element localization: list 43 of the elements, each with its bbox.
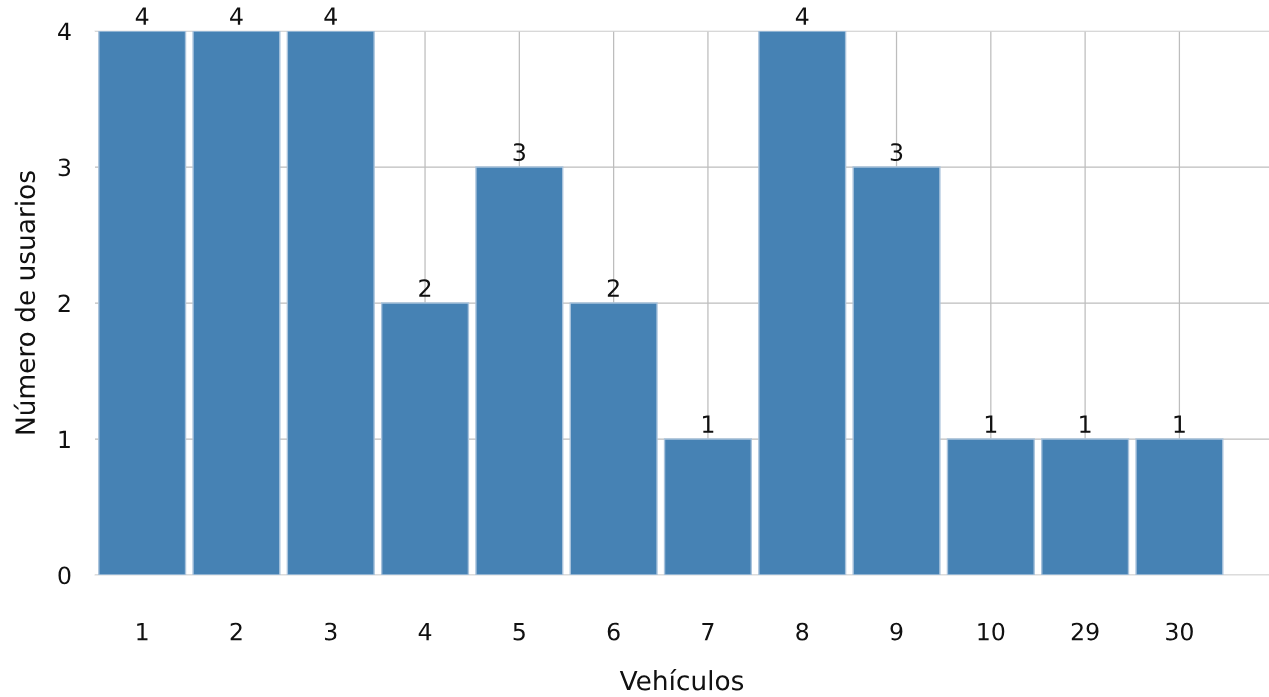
data-label: 1: [1080, 415, 1091, 433]
x-tick-label: 6: [607, 622, 620, 641]
bar: [1135, 438, 1224, 575]
x-tick-label: 2: [230, 622, 242, 641]
data-label: 2: [607, 279, 619, 297]
y-tick-label: 2: [58, 294, 70, 312]
data-label: 1: [985, 415, 997, 433]
y-axis-title: Número de usuarios: [13, 171, 36, 434]
data-label: 3: [513, 143, 525, 162]
data-label: 4: [135, 7, 149, 25]
x-tick-label: 10: [978, 622, 1005, 641]
bar: [946, 438, 1035, 575]
x-tick-label: 8: [796, 622, 809, 641]
bar: [758, 31, 847, 575]
x-tick-label: 3: [325, 622, 337, 641]
x-tick-label: 5: [513, 622, 525, 641]
bar: [1041, 438, 1130, 575]
bar: [852, 166, 941, 575]
data-label: 4: [324, 7, 337, 25]
x-tick-label: 9: [890, 622, 903, 641]
x-tick-label: 7: [702, 622, 714, 641]
data-label: 3: [890, 143, 903, 162]
y-tick-label: 0: [58, 566, 71, 585]
bar: [569, 302, 658, 575]
bar: [380, 302, 470, 575]
y-tick-label: 4: [58, 22, 71, 40]
x-tick-label: 1: [137, 622, 148, 641]
data-label: 4: [230, 7, 243, 25]
x-tick-label: 29: [1071, 622, 1099, 641]
y-tick-label: 1: [59, 430, 70, 448]
y-tick-label: 3: [58, 158, 71, 177]
bar: [192, 31, 281, 575]
data-label: 1: [1174, 415, 1185, 433]
bar: [286, 31, 375, 575]
bar: [475, 166, 564, 575]
x-tick-label: 4: [418, 622, 432, 641]
data-label: 2: [419, 279, 431, 297]
data-label: 4: [795, 7, 809, 25]
bar: [663, 438, 753, 575]
x-tick-label: 30: [1166, 622, 1193, 641]
bar: [98, 31, 187, 575]
data-label: 1: [703, 415, 714, 433]
x-axis-title: Vehículos: [619, 669, 744, 691]
